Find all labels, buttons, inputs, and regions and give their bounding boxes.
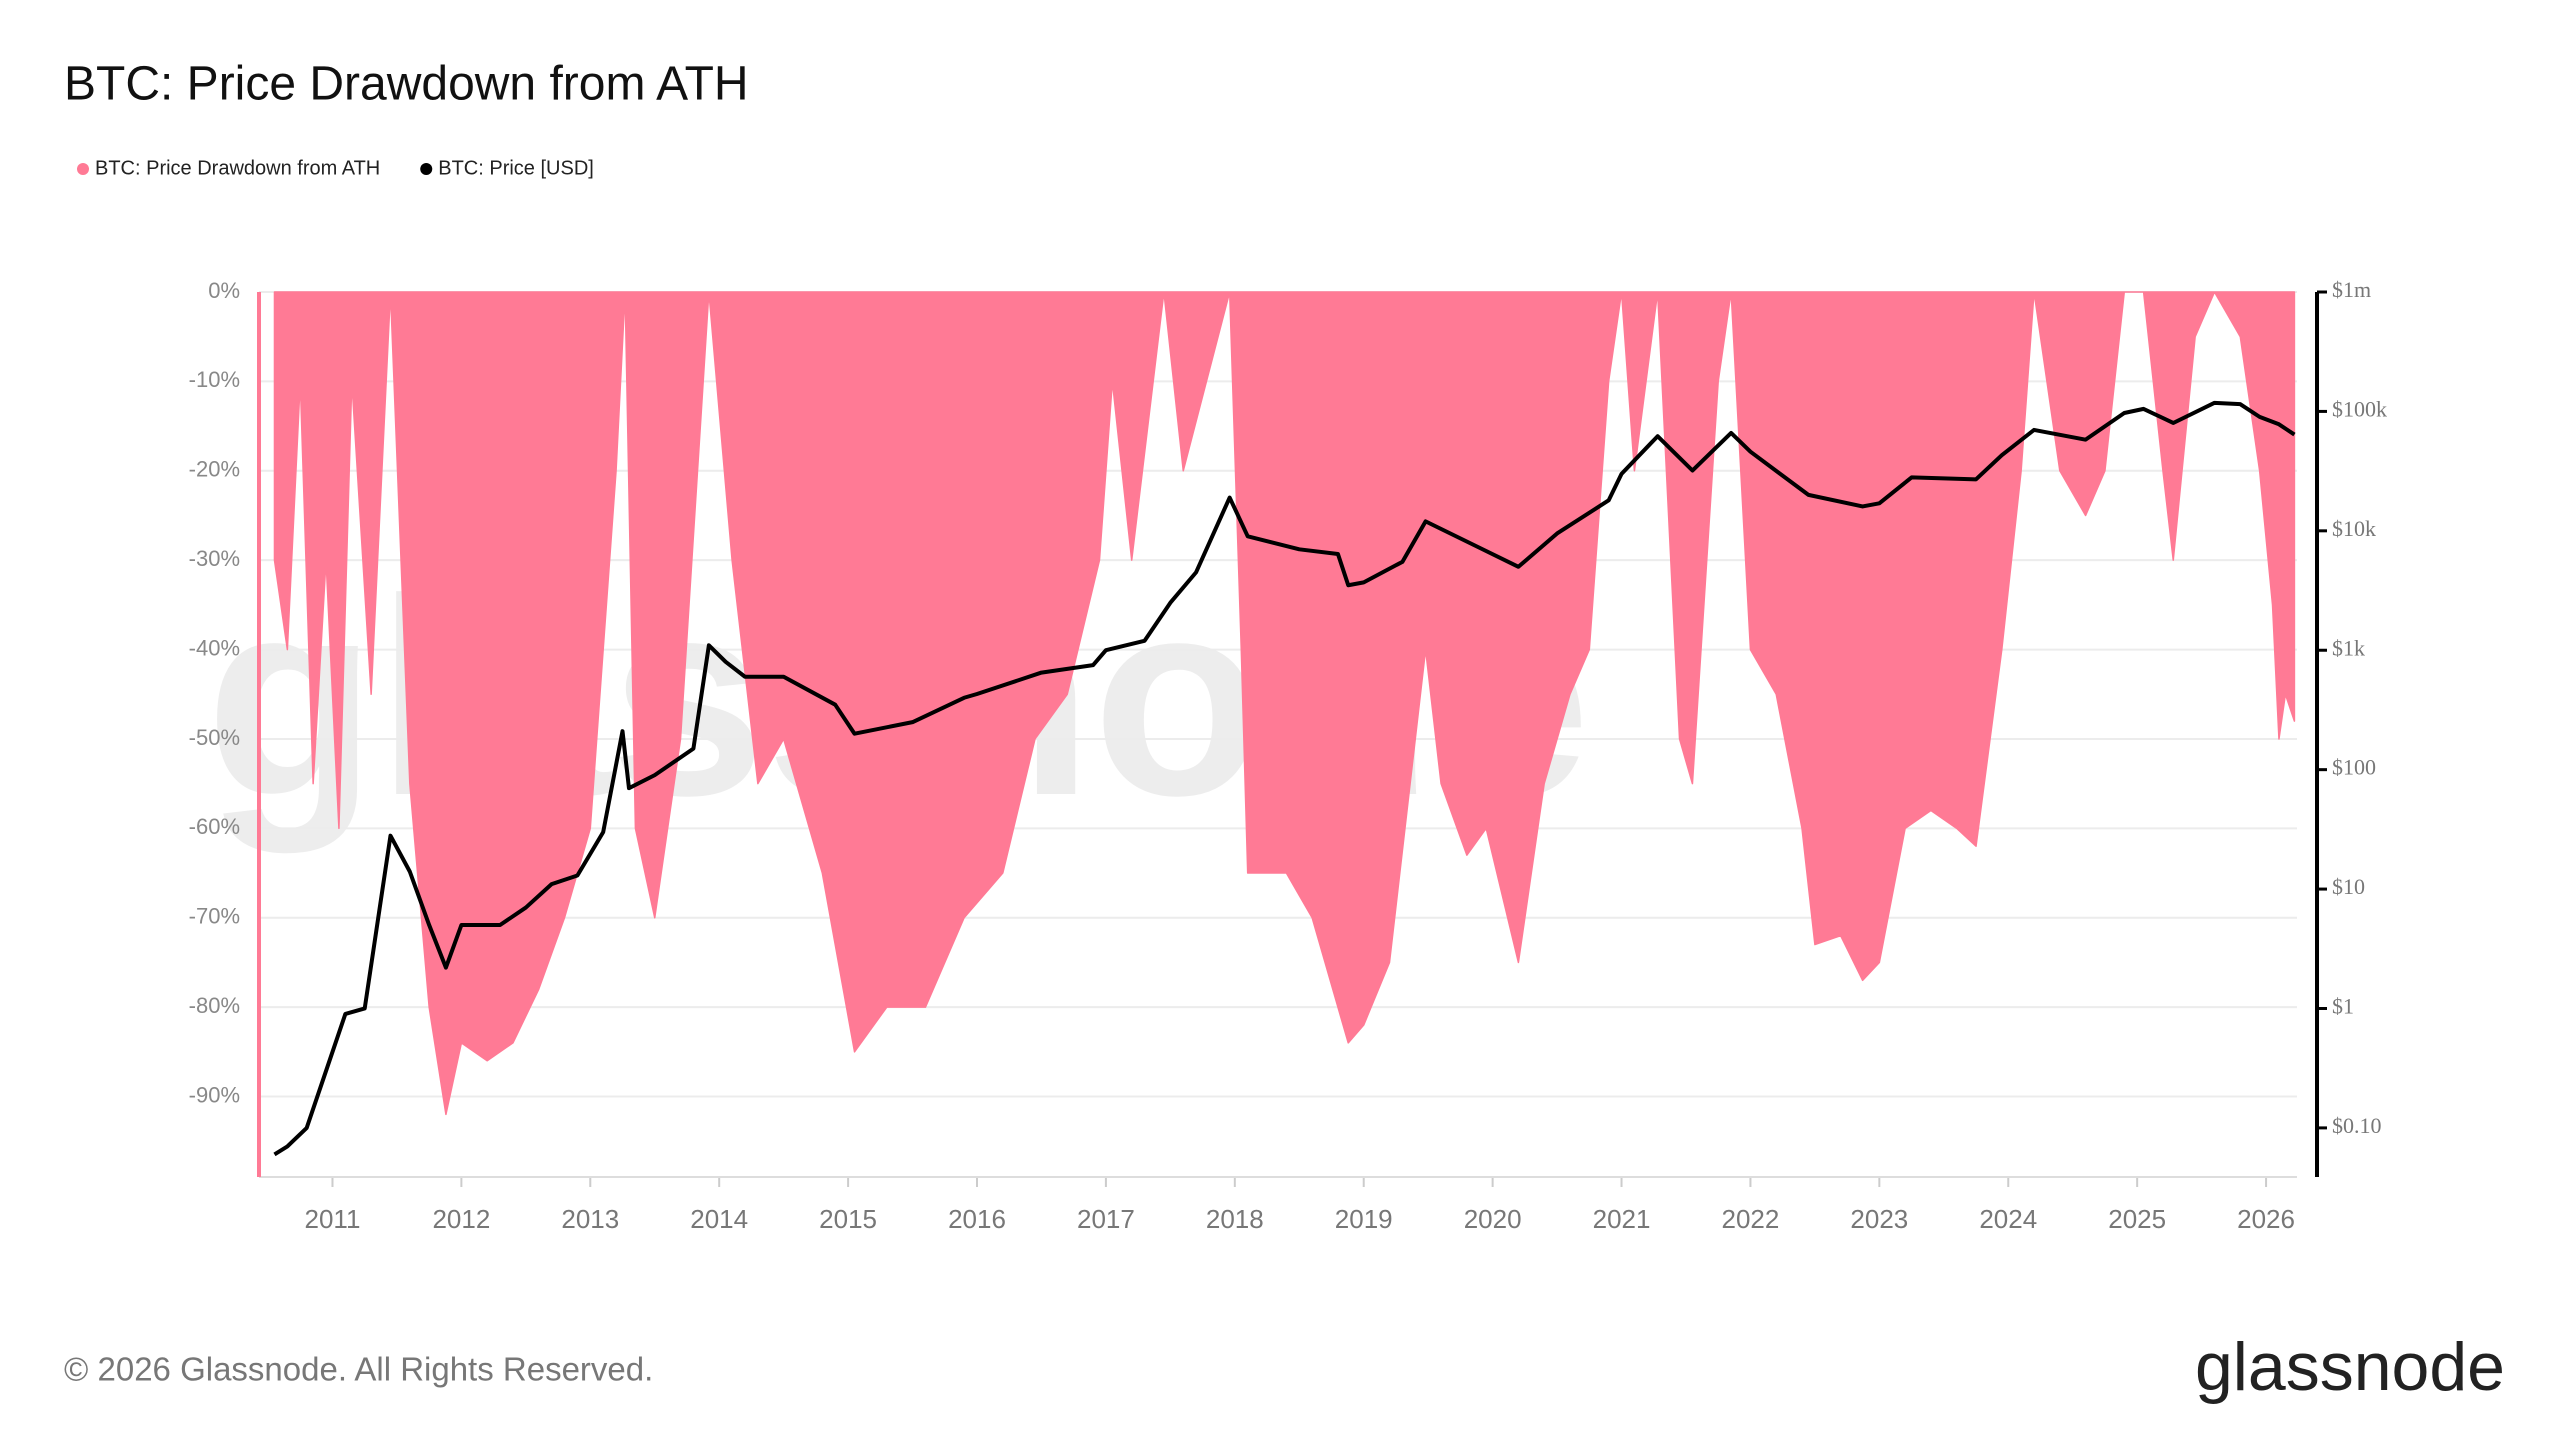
y-tick-label: -60% xyxy=(189,814,240,839)
y-tick-label: -50% xyxy=(189,725,240,750)
chart-title: BTC: Price Drawdown from ATH xyxy=(64,58,749,111)
brand-logo: glassnode xyxy=(2195,1329,2505,1405)
x-tick-label: 2023 xyxy=(1850,1204,1908,1234)
x-tick-label: 2026 xyxy=(2237,1204,2295,1234)
x-tick-label: 2017 xyxy=(1077,1204,1135,1234)
legend-marker xyxy=(77,163,89,175)
x-tick-label: 2015 xyxy=(819,1204,877,1234)
footer: © 2026 Glassnode. All Rights Reserved. xyxy=(64,1351,653,1388)
y2-tick-label: $1 xyxy=(2332,994,2354,1019)
x-tick-label: 2022 xyxy=(1722,1204,1780,1234)
price-line xyxy=(273,400,2296,1157)
x-tick-label: 2013 xyxy=(561,1204,619,1234)
y-tick-label: -20% xyxy=(189,457,240,482)
y-tick-label: -30% xyxy=(189,546,240,571)
x-tick-label: 2019 xyxy=(1335,1204,1393,1234)
drawdown-area xyxy=(273,291,2296,1116)
x-tick-label: 2011 xyxy=(305,1204,361,1234)
legend-label: BTC: Price [USD] xyxy=(438,157,594,179)
y2-tick-label: $100k xyxy=(2332,396,2387,421)
y-tick-label: -10% xyxy=(189,367,240,392)
x-tick-label: 2021 xyxy=(1593,1204,1651,1234)
y-tick-label: -80% xyxy=(189,993,240,1018)
x-tick-label: 2016 xyxy=(948,1204,1006,1234)
y-tick-label: -40% xyxy=(189,635,240,660)
y2-tick-label: $100 xyxy=(2332,755,2376,780)
x-tick-label: 2025 xyxy=(2108,1204,2166,1234)
x-tick-label: 2012 xyxy=(432,1204,490,1234)
y2-tick-label: $1k xyxy=(2332,635,2365,660)
x-tick-label: 2020 xyxy=(1464,1204,1522,1234)
x-tick-label: 2018 xyxy=(1206,1204,1264,1234)
y2-tick-label: $1m xyxy=(2332,277,2371,302)
x-tick-label: 2024 xyxy=(1979,1204,2037,1234)
legend-label: BTC: Price Drawdown from ATH xyxy=(95,157,380,179)
y-tick-label: -90% xyxy=(189,1082,240,1107)
legend-marker xyxy=(420,163,433,175)
y-tick-label: -70% xyxy=(189,904,240,929)
y2-tick-label: $10k xyxy=(2332,516,2376,541)
y-tick-label: 0% xyxy=(208,278,240,303)
x-tick-label: 2014 xyxy=(690,1204,748,1234)
y2-tick-label: $10 xyxy=(2332,874,2365,899)
y2-tick-label: $0.10 xyxy=(2332,1113,2382,1138)
